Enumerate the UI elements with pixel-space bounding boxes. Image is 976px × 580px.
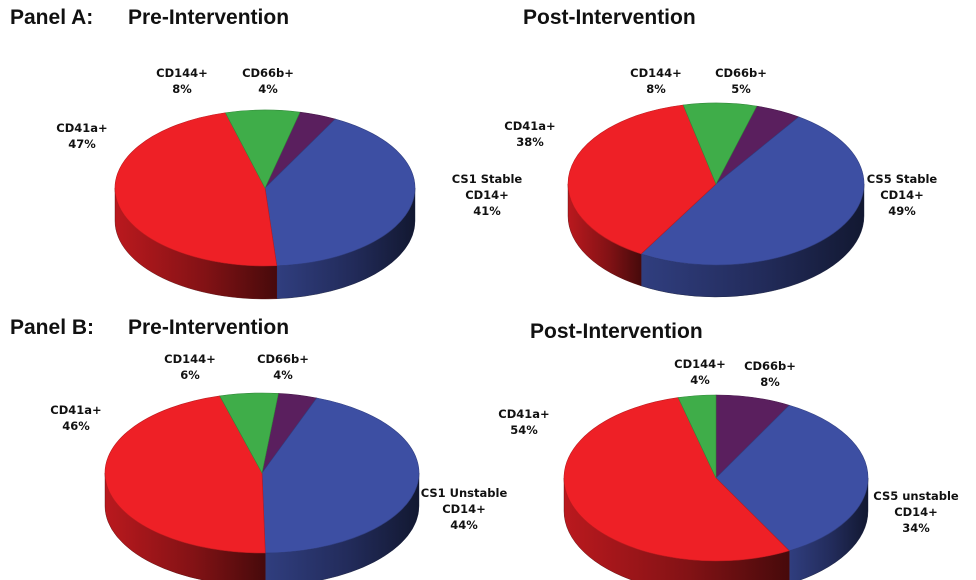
slice-value: 41% [473, 204, 501, 218]
slice-name: CD144+ [674, 357, 726, 371]
slice-name: CD41a+ [498, 407, 549, 421]
slice-label-cd41a: CD41a+ 46% [50, 403, 101, 433]
slice-label-cd66b: CD66b+ 4% [242, 66, 294, 96]
slice-name: CD14+ [894, 505, 938, 519]
slice-name: CD14+ [880, 188, 924, 202]
slice-value: 49% [888, 204, 916, 218]
panel-label: Panel B: [10, 316, 94, 339]
pie-slice-cs5-unstable-cd14 [715, 404, 869, 552]
slice-label-cs5-stable-cd14: CS5 Stable CD14+ 49% [867, 172, 938, 218]
slice-value: 4% [273, 368, 293, 382]
slice-name: CD41a+ [50, 403, 101, 417]
slice-name: CD144+ [156, 66, 208, 80]
slice-label-cd41a: CD41a+ 38% [504, 119, 555, 149]
slice-value: 44% [450, 518, 478, 532]
slice-name: CD66b+ [715, 66, 767, 80]
slice-value: 34% [902, 521, 930, 535]
slice-label-cd41a: CD41a+ 54% [498, 407, 549, 437]
slice-label-cd144: CD144+ 8% [630, 66, 682, 96]
slice-value: 6% [180, 368, 200, 382]
slice-name: CS5 Stable [867, 172, 938, 186]
pie-chart-3: Panel B: Pre-Intervention CD66b+ 4% CS1 Unst… [10, 316, 507, 580]
slice-value: 4% [690, 373, 710, 387]
slice-value: 38% [516, 135, 544, 149]
slice-value: 4% [258, 82, 278, 96]
slice-name: CD66b+ [242, 66, 294, 80]
pie-chart-1: Panel A: Pre-Intervention CD66b+ 4% CS1 Stab… [10, 6, 523, 300]
pie-slice-cs5-stable-cd14 [640, 116, 865, 266]
slice-label-cs1-stable-cd14: CS1 Stable CD14+ 41% [452, 172, 523, 218]
chart-title: Post-Intervention [530, 320, 703, 343]
pie-chart-2: Post-Intervention CD66b+ 5% CS5 Stable CD14+… [504, 6, 938, 298]
slice-label-cd66b: CD66b+ 4% [257, 352, 309, 382]
pie-chart-4: Post-Intervention CD66b+ 8% CS5 unstable CD1… [498, 320, 959, 580]
slice-value: 46% [62, 419, 90, 433]
pie-slice-cd41a [567, 104, 717, 255]
slice-name: CD14+ [442, 502, 486, 516]
slice-value: 8% [172, 82, 192, 96]
chart-title: Post-Intervention [523, 6, 696, 29]
slice-name: CD66b+ [744, 359, 796, 373]
slice-name: CD41a+ [56, 121, 107, 135]
pie-slice-cd41a [104, 395, 266, 554]
slice-name: CD144+ [630, 66, 682, 80]
pie-slice-cd144 [219, 392, 279, 474]
slice-name: CS5 unstable [873, 489, 959, 503]
pie-slice-cs1-stable-cd14 [264, 118, 416, 267]
pie-slice-cs1-unstable-cd14 [261, 397, 420, 554]
slice-name: CD66b+ [257, 352, 309, 366]
pie-slice-cd144 [682, 102, 758, 185]
pie-slice-cd41a [114, 112, 278, 267]
slice-name: CD14+ [465, 188, 509, 202]
slice-value: 47% [68, 137, 96, 151]
slice-label-cd144: CD144+ 6% [164, 352, 216, 382]
chart-title: Pre-Intervention [128, 6, 289, 29]
slice-value: 8% [646, 82, 666, 96]
slice-label-cd41a: CD41a+ 47% [56, 121, 107, 151]
slice-label-cd66b: CD66b+ 8% [744, 359, 796, 389]
chart-title: Pre-Intervention [128, 316, 289, 339]
slice-value: 5% [731, 82, 751, 96]
pie-slice-cd144 [677, 394, 717, 479]
pie-slice-cd144 [224, 109, 301, 189]
slice-name: CD41a+ [504, 119, 555, 133]
panel-label: Panel A: [10, 6, 93, 29]
slice-label-cd66b: CD66b+ 5% [715, 66, 767, 96]
pie-slice-cd41a [563, 397, 790, 562]
slice-label-cs5-unstable-cd14: CS5 unstable CD14+ 34% [873, 489, 959, 535]
slice-label-cs1-unstable-cd14: CS1 Unstable CD14+ 44% [421, 486, 508, 532]
slice-label-cd144: CD144+ 8% [156, 66, 208, 96]
slice-label-cd144: CD144+ 4% [674, 357, 726, 387]
slice-name: CD144+ [164, 352, 216, 366]
slice-value: 54% [510, 423, 538, 437]
slice-name: CS1 Stable [452, 172, 523, 186]
slice-name: CS1 Unstable [421, 486, 508, 500]
slice-value: 8% [760, 375, 780, 389]
